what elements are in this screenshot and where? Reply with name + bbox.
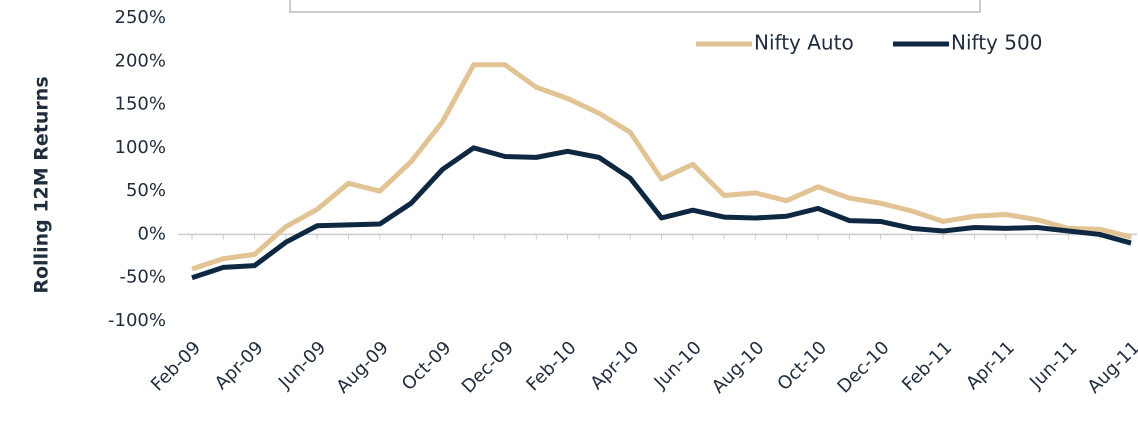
y-tick-label: 250% [115, 7, 166, 28]
x-tick-label: Apr-09 [211, 337, 268, 394]
series-line [191, 145, 1132, 281]
y-tick-label: 100% [115, 137, 166, 158]
x-tick-label: Jun-09 [274, 337, 330, 393]
x-tick-label: Feb-09 [147, 337, 205, 395]
y-tick-label: -100% [108, 310, 166, 331]
x-tick-label: Aug-11 [1084, 337, 1138, 397]
y-tick-label: 0% [137, 223, 166, 244]
series-line [191, 62, 1132, 272]
x-tick-label: Aug-10 [708, 337, 768, 397]
x-tick-label: Apr-10 [586, 337, 643, 394]
legend-label: Nifty 500 [951, 31, 1042, 55]
overlay-frame [289, 0, 981, 13]
x-tick-label: Apr-11 [962, 337, 1019, 394]
x-tick-label: Feb-10 [522, 337, 580, 395]
x-tick-label: Jun-10 [650, 337, 706, 393]
y-axis-label: Rolling 12M Returns [31, 76, 53, 293]
x-tick-label: Dec-10 [833, 337, 893, 397]
x-tick-label: Oct-09 [398, 337, 456, 395]
y-tick-label: 150% [115, 94, 166, 115]
x-tick-label: Aug-09 [332, 337, 392, 397]
x-tick-label: Dec-09 [458, 337, 518, 397]
legend-label: Nifty Auto [754, 31, 854, 55]
x-tick-label: Jun-11 [1025, 337, 1081, 393]
y-tick-label: -50% [119, 267, 166, 288]
y-tick-label: 50% [126, 180, 166, 201]
y-tick-label: 200% [115, 50, 166, 71]
x-tick-label: Oct-10 [773, 337, 831, 395]
x-tick-label: Feb-11 [898, 337, 956, 395]
